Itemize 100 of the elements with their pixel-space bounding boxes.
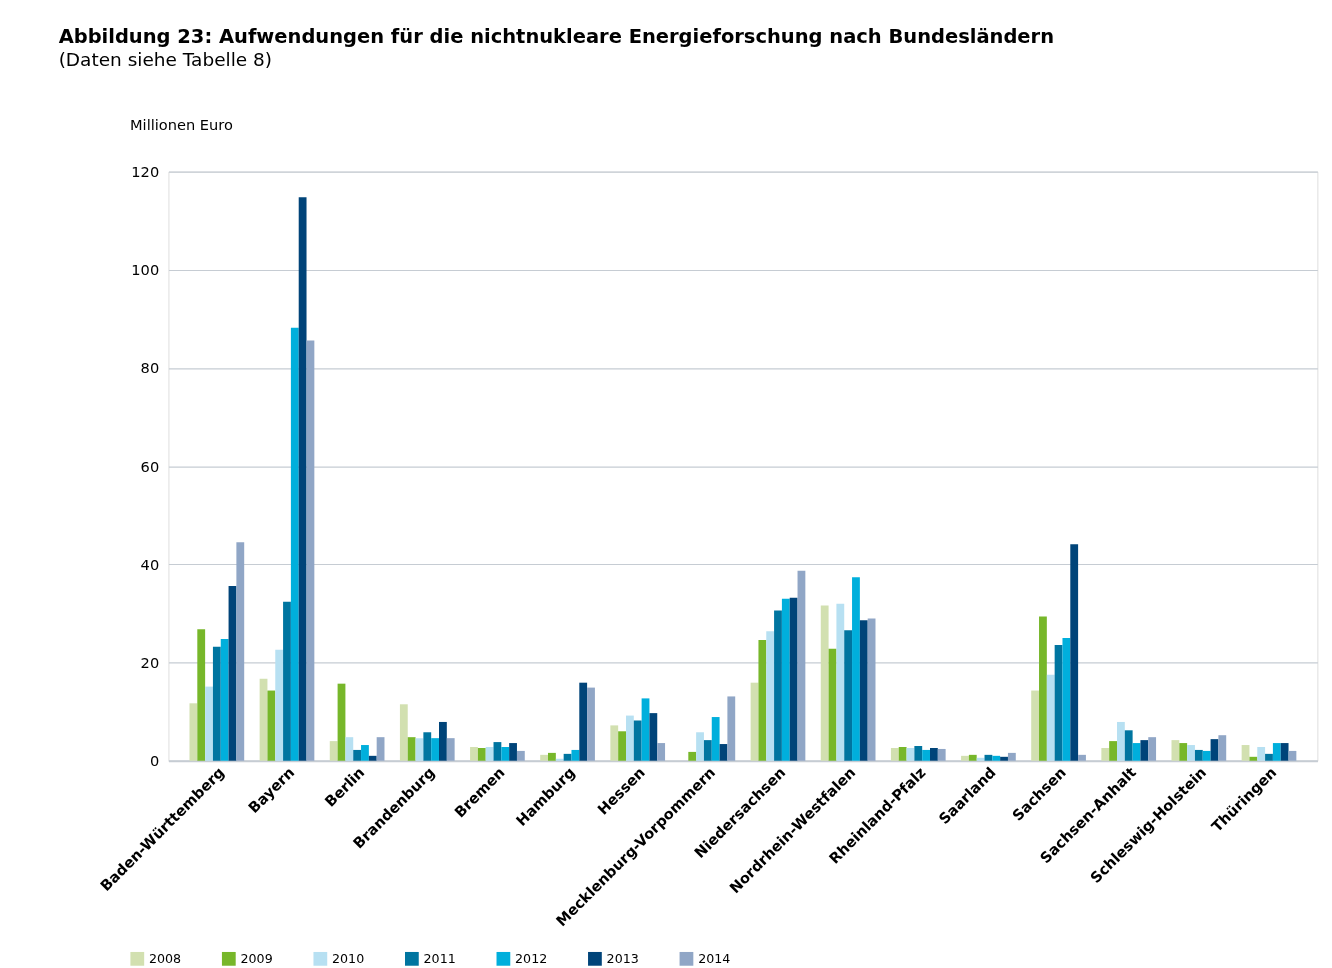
bar <box>1101 747 1110 761</box>
bar <box>1194 749 1203 761</box>
y-tick-label: 0 <box>149 752 160 770</box>
bar <box>1265 753 1273 761</box>
bar <box>189 703 198 761</box>
bar <box>696 732 704 761</box>
bar <box>766 631 775 761</box>
bar <box>1257 746 1266 761</box>
y-tick-label: 40 <box>140 555 160 573</box>
bar <box>890 747 899 761</box>
bar <box>789 597 798 761</box>
bar <box>1116 721 1125 761</box>
y-tick-label: 100 <box>131 261 160 279</box>
y-tick-label: 80 <box>140 359 160 377</box>
bar <box>353 749 362 761</box>
legend-label: 2013 <box>606 950 639 966</box>
bar <box>236 542 245 761</box>
bar <box>610 725 619 761</box>
bar <box>774 610 782 761</box>
bar <box>914 746 923 761</box>
bar <box>1218 735 1227 761</box>
bar <box>220 638 229 761</box>
bar <box>1062 638 1071 761</box>
bar <box>197 629 206 761</box>
bar <box>906 747 915 761</box>
chart-title: Abbildung 23: Aufwendungen für die nichtnukleare Energieforschung nach Bundesländern <box>58 25 1055 49</box>
bar <box>1078 754 1086 761</box>
bar <box>984 754 993 761</box>
bar <box>750 682 759 761</box>
bar <box>1054 644 1063 761</box>
bar <box>836 603 845 761</box>
bar <box>703 740 712 761</box>
bar <box>337 683 346 761</box>
bar <box>1280 743 1289 761</box>
bar <box>649 713 658 761</box>
bar <box>961 755 969 761</box>
bar <box>275 649 284 761</box>
bar <box>439 721 447 761</box>
bar <box>587 687 595 761</box>
bar <box>852 577 860 761</box>
bar <box>781 598 790 761</box>
bar <box>368 755 377 761</box>
bar <box>548 752 556 761</box>
bar <box>1031 690 1040 761</box>
bar <box>898 746 907 761</box>
bar <box>992 755 1001 761</box>
bar <box>1000 756 1008 761</box>
legend-label: 2009 <box>240 950 273 966</box>
bar <box>1046 674 1055 761</box>
bar <box>423 732 432 761</box>
bar <box>446 738 455 761</box>
bar <box>1109 741 1117 761</box>
bar <box>1171 740 1180 761</box>
bar <box>641 698 650 761</box>
bar <box>477 747 486 761</box>
bar <box>867 618 876 761</box>
bar <box>298 197 307 761</box>
bar <box>212 646 221 761</box>
bar <box>758 639 767 761</box>
bar <box>431 738 439 761</box>
bar <box>1124 730 1133 761</box>
bar <box>688 751 697 761</box>
bar <box>1179 743 1188 761</box>
bar <box>1272 743 1281 761</box>
bar <box>1148 737 1157 761</box>
bar <box>820 605 829 761</box>
bar <box>376 737 385 761</box>
bar <box>1288 750 1297 761</box>
bar <box>1249 756 1258 761</box>
bar <box>633 720 642 761</box>
bar <box>516 750 525 761</box>
bar <box>205 686 213 761</box>
bar <box>1140 740 1149 761</box>
bar <box>844 630 853 761</box>
bar <box>968 754 977 761</box>
bar <box>930 747 938 761</box>
bar <box>1210 739 1219 761</box>
bar <box>329 741 338 761</box>
bar <box>922 749 930 761</box>
bar <box>306 340 315 761</box>
bar <box>1187 745 1195 761</box>
bar <box>563 753 572 761</box>
bar <box>501 746 510 761</box>
bar <box>579 682 588 761</box>
bar <box>509 743 517 761</box>
bar <box>540 754 549 761</box>
bar <box>283 601 291 761</box>
bar <box>259 678 268 761</box>
bar <box>493 742 502 761</box>
bar <box>485 746 494 761</box>
bar <box>267 690 276 761</box>
bar <box>470 746 478 761</box>
bar <box>1202 750 1211 761</box>
bar <box>415 738 424 761</box>
bar <box>399 704 408 761</box>
bar <box>1070 544 1079 761</box>
legend-label: 2008 <box>148 950 182 966</box>
y-tick-label: 20 <box>140 653 160 671</box>
bar <box>1039 616 1047 761</box>
legend-label: 2012 <box>515 950 548 966</box>
